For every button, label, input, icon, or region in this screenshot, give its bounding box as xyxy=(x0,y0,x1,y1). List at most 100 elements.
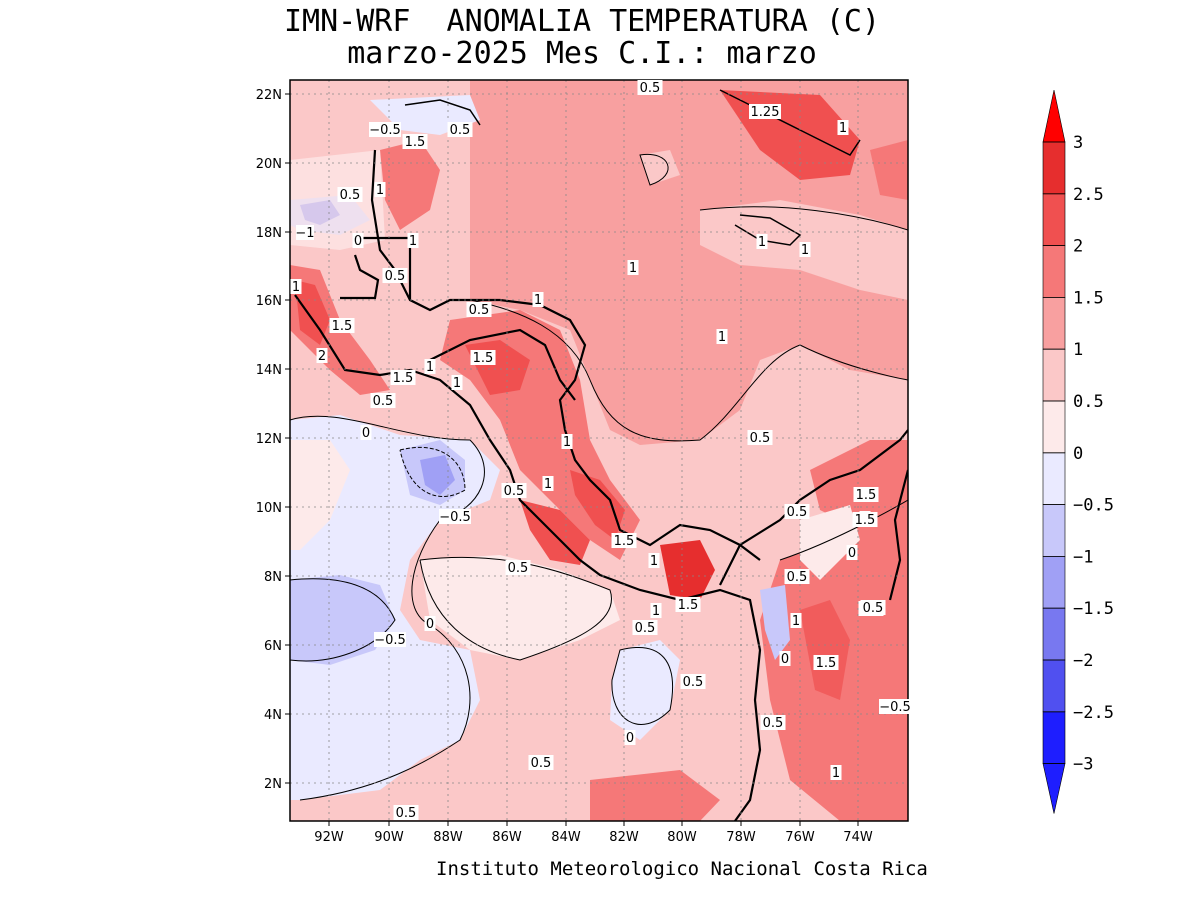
anomaly-fields xyxy=(290,80,908,821)
lon-tick-label: 84W xyxy=(551,830,581,845)
field-hispaniola xyxy=(870,140,908,200)
lat-tick-label: 22N xyxy=(256,88,282,103)
colorbar-label: 2 xyxy=(1073,237,1083,257)
lon-tick-label: 80W xyxy=(667,830,697,845)
contour-label: 0 xyxy=(781,652,789,667)
contour-label-bg xyxy=(296,225,314,240)
field-guajira xyxy=(810,440,908,530)
contour-label: 1 xyxy=(534,293,542,308)
lat-tick-label: 12N xyxy=(256,432,282,447)
contour-label: 0.5 xyxy=(787,505,808,520)
contour-label-bg xyxy=(852,512,878,527)
contour-label: 0.5 xyxy=(863,601,884,616)
contour-label-bg xyxy=(369,122,401,137)
contour-label: 1.5 xyxy=(856,488,877,503)
contour-label: 0.5 xyxy=(640,81,661,96)
contour-caribbean-1 xyxy=(469,299,908,442)
contour-label-bg xyxy=(329,318,355,333)
colorbar-band xyxy=(1042,297,1066,350)
contour-label: 0 xyxy=(362,426,370,441)
contour-label: −0.5 xyxy=(879,700,911,715)
colorbar-top-arrow xyxy=(1042,89,1066,143)
contour-label-bg xyxy=(846,545,858,560)
contour-label: 0.5 xyxy=(683,675,704,690)
map-title: IMN-WRF ANOMALIA TEMPERATURA (C) xyxy=(283,4,881,39)
field-patch xyxy=(640,150,680,185)
lat-tick-label: 10N xyxy=(256,501,282,516)
contour-label: 1 xyxy=(376,183,384,198)
contour-label: 0.5 xyxy=(787,570,808,585)
contour-label: 0.5 xyxy=(508,561,529,576)
contour-label-bg xyxy=(830,765,842,780)
contour-label-bg xyxy=(337,187,363,202)
contour-label-bg xyxy=(374,632,406,647)
field-pacific-zero-2 xyxy=(420,555,620,660)
contour-label-bg xyxy=(360,425,372,440)
contour-label: 0.5 xyxy=(469,303,490,318)
contour-label: 1.5 xyxy=(473,351,494,366)
contour-label-bg xyxy=(447,122,473,137)
contour-label: 0.5 xyxy=(373,394,394,409)
contour-label-bg xyxy=(680,674,706,689)
contour-label-bg xyxy=(505,560,531,575)
contour-caribbean-15 xyxy=(699,206,908,231)
contour-label: 0.5 xyxy=(635,621,656,636)
lat-tick-label: 18N xyxy=(256,226,282,241)
lon-tick-label: 86W xyxy=(492,830,522,845)
contour-label: 1 xyxy=(839,121,847,136)
colorbar-band xyxy=(1042,193,1066,246)
contour-label: 1 xyxy=(718,330,726,345)
contour-label: 1 xyxy=(792,614,800,629)
contour-label: 0 xyxy=(626,731,634,746)
colorbar: 3 2.5 2 1.5 1 0.5 0 −0.5 −1 −1.5 −2 −2.5 −3 xyxy=(1042,89,1114,814)
contour-label-bg xyxy=(749,104,781,119)
lon-tick-label: 76W xyxy=(785,830,815,845)
contour-label-bg xyxy=(837,120,849,135)
contour-label: 0.5 xyxy=(396,806,417,821)
contour-label: 0.5 xyxy=(531,756,552,771)
longitude-axis: 92W 90W 88W 86W 84W 82W 80W 78W 76W 74W xyxy=(314,821,873,845)
contour-label: −0.5 xyxy=(369,123,401,138)
colorbar-label: −0.5 xyxy=(1073,496,1114,516)
contour-label-bg xyxy=(675,597,701,612)
field-limon xyxy=(570,470,625,540)
contour-label-bg xyxy=(501,483,527,498)
contour-label: 2 xyxy=(318,349,326,364)
contour-label-bg xyxy=(402,134,428,149)
contour-label-bg xyxy=(648,553,660,568)
contour-label-bg xyxy=(561,434,573,449)
contour-neg-05 xyxy=(399,446,466,497)
contour-label-bg xyxy=(632,620,658,635)
contour-label-bg xyxy=(637,80,663,95)
colorbar-label: −1 xyxy=(1073,547,1093,567)
contour-label: 0.5 xyxy=(504,484,525,499)
honduras-border xyxy=(429,328,576,401)
contour-label-bg xyxy=(879,699,911,714)
contour-label: 1 xyxy=(563,435,571,450)
field-magdalena-zero xyxy=(800,505,860,580)
contour-label-bg xyxy=(760,715,786,730)
yucatan-coast xyxy=(404,99,481,126)
colorbar-band xyxy=(1042,452,1066,505)
contour-label: 1 xyxy=(758,235,766,250)
field-pacific-zero xyxy=(290,440,350,550)
colorbar-bottom-arrow xyxy=(1042,763,1066,814)
colorbar-band xyxy=(1042,711,1066,764)
map-frame xyxy=(289,79,909,822)
contour-label: 1 xyxy=(426,360,434,375)
contour-label: 1 xyxy=(409,234,417,249)
contour-labels: 0.5 0.5 −0.5 1.5 1.25 1 0.5 1 −1 0 1 0.5 1 1 1 1 1 0.5 1.5… xyxy=(290,80,911,821)
contour-label-bg xyxy=(528,755,554,770)
contour-label: 1.5 xyxy=(614,534,635,549)
contour-label: 1.25 xyxy=(751,105,780,120)
contour-label-bg xyxy=(407,233,419,248)
field-choco-blue xyxy=(760,585,790,660)
lat-tick-label: 8N xyxy=(264,570,282,585)
colorbar-band xyxy=(1042,659,1066,713)
lat-tick-label: 20N xyxy=(256,157,282,172)
field-panama-hot xyxy=(660,540,715,600)
contour-label-bg xyxy=(374,182,386,197)
lat-tick-label: 4N xyxy=(264,708,282,723)
contour-label-bg xyxy=(466,302,492,317)
contour-label: 0 xyxy=(848,546,856,561)
